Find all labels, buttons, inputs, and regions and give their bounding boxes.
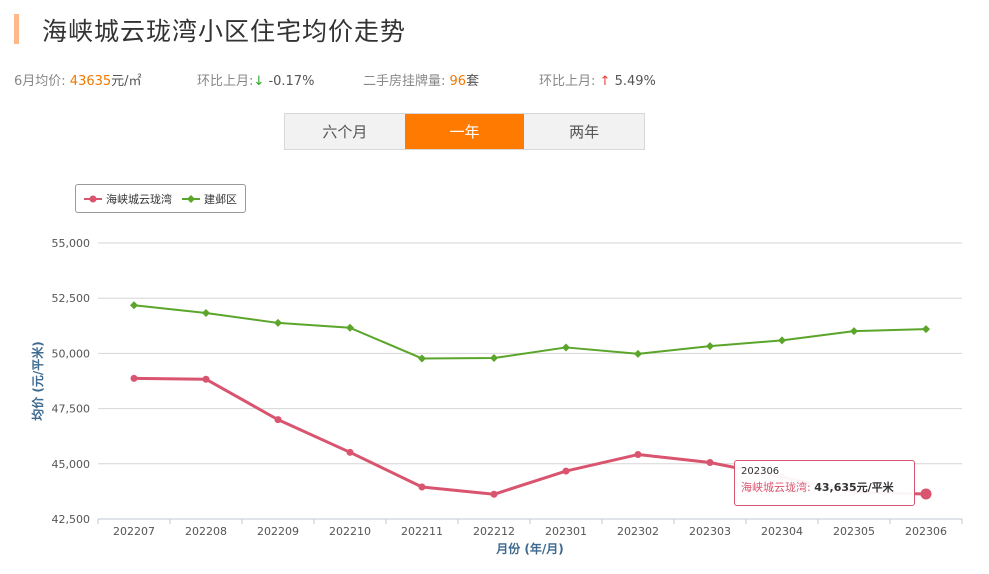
data-point-district	[634, 349, 642, 358]
data-point-community	[274, 416, 282, 424]
avg-price-value: 43635	[69, 74, 112, 89]
data-point-community	[920, 488, 932, 500]
listing-value: 96	[449, 74, 467, 89]
y-tick-label: 45,000	[52, 458, 91, 471]
data-point-district	[274, 318, 282, 327]
x-tick-label: 202210	[329, 525, 371, 538]
y-tick-label: 47,500	[52, 403, 91, 416]
data-point-community	[130, 374, 138, 382]
price-mom-value: -0.17%	[268, 74, 315, 89]
y-tick-label: 52,500	[52, 292, 91, 305]
listing-label: 二手房挂牌量:	[363, 74, 446, 89]
listing-unit: 套	[466, 74, 480, 89]
y-tick-label: 55,000	[52, 237, 91, 250]
x-axis-title: 月份 (年/月)	[495, 541, 564, 556]
x-tick-label: 202305	[833, 525, 875, 538]
listing-mom-stat: 环比上月: ↑ 5.49%	[539, 70, 656, 89]
y-axis-title: 均价 (元/平米)	[30, 341, 45, 421]
tab-one-year[interactable]: 一年	[404, 114, 525, 149]
data-point-district	[346, 323, 354, 332]
price-mom-label: 环比上月:	[197, 74, 254, 89]
series-line-district	[133, 304, 927, 360]
y-tick-label: 42,500	[52, 513, 91, 526]
data-point-district	[130, 301, 138, 310]
data-point-district	[706, 342, 714, 351]
avg-price-label: 6月均价:	[14, 74, 66, 89]
legend-marker-district	[182, 194, 200, 203]
avg-price-stat: 6月均价: 43635元/㎡	[14, 70, 142, 89]
legend-label-community: 海峡城云珑湾	[106, 192, 172, 206]
chart-tooltip: 202306 海峡城云珑湾: 43,635元/平米	[734, 460, 915, 506]
data-point-district	[202, 308, 210, 317]
tab-six-months[interactable]: 六个月	[322, 123, 368, 141]
x-tick-label: 202207	[113, 525, 155, 538]
x-tick-label: 202212	[473, 525, 515, 538]
tooltip-series-name: 海峡城云珑湾:	[741, 481, 811, 494]
data-point-district	[490, 354, 498, 363]
legend-label-district: 建邺区	[204, 192, 237, 206]
data-point-district	[418, 354, 426, 363]
data-point-community	[202, 375, 210, 383]
y-tick-label: 50,000	[52, 347, 91, 360]
x-tick-label: 202306	[905, 525, 947, 538]
price-mom-stat: 环比上月:↓ -0.17%	[197, 70, 314, 89]
tab-two-years[interactable]: 两年	[569, 123, 600, 141]
data-point-community	[490, 490, 498, 498]
data-point-community	[418, 483, 426, 491]
x-tick-label: 202303	[689, 525, 731, 538]
x-tick-label: 202211	[401, 525, 443, 538]
data-point-community	[706, 458, 714, 466]
data-point-district	[562, 343, 570, 352]
tooltip-date: 202306	[741, 466, 780, 477]
x-tick-label: 202302	[617, 525, 659, 538]
data-point-district	[778, 336, 786, 345]
arrow-up-icon: ↑	[599, 74, 611, 89]
data-point-district	[850, 327, 858, 336]
x-tick-label: 202301	[545, 525, 587, 538]
x-tick-label: 202304	[761, 525, 803, 538]
tooltip-row: 海峡城云珑湾: 43,635元/平米	[741, 479, 908, 497]
listing-mom-label: 环比上月:	[539, 74, 596, 89]
x-tick-label: 202208	[185, 525, 227, 538]
page-title: 海峡城云珑湾小区住宅均价走势	[42, 17, 407, 46]
avg-price-unit: 元/㎡	[111, 74, 142, 89]
legend-item-community[interactable]: 海峡城云珑湾	[84, 191, 172, 207]
data-point-community	[562, 467, 570, 475]
data-point-district	[922, 325, 930, 334]
listing-stat: 二手房挂牌量: 96套	[363, 70, 479, 89]
legend-item-district[interactable]: 建邺区	[182, 191, 237, 207]
period-tabs: 六个月 一年 两年	[284, 113, 645, 150]
listing-mom-value: 5.49%	[614, 74, 656, 89]
tooltip-value: 43,635元/平米	[814, 481, 894, 494]
x-tick-label: 202209	[257, 525, 299, 538]
data-point-community	[634, 451, 642, 459]
chart-legend: 海峡城云珑湾 建邺区	[75, 184, 246, 213]
title-accent-bar	[14, 14, 19, 44]
arrow-down-icon: ↓	[253, 74, 265, 89]
legend-marker-community	[84, 195, 102, 202]
data-point-community	[346, 448, 354, 456]
